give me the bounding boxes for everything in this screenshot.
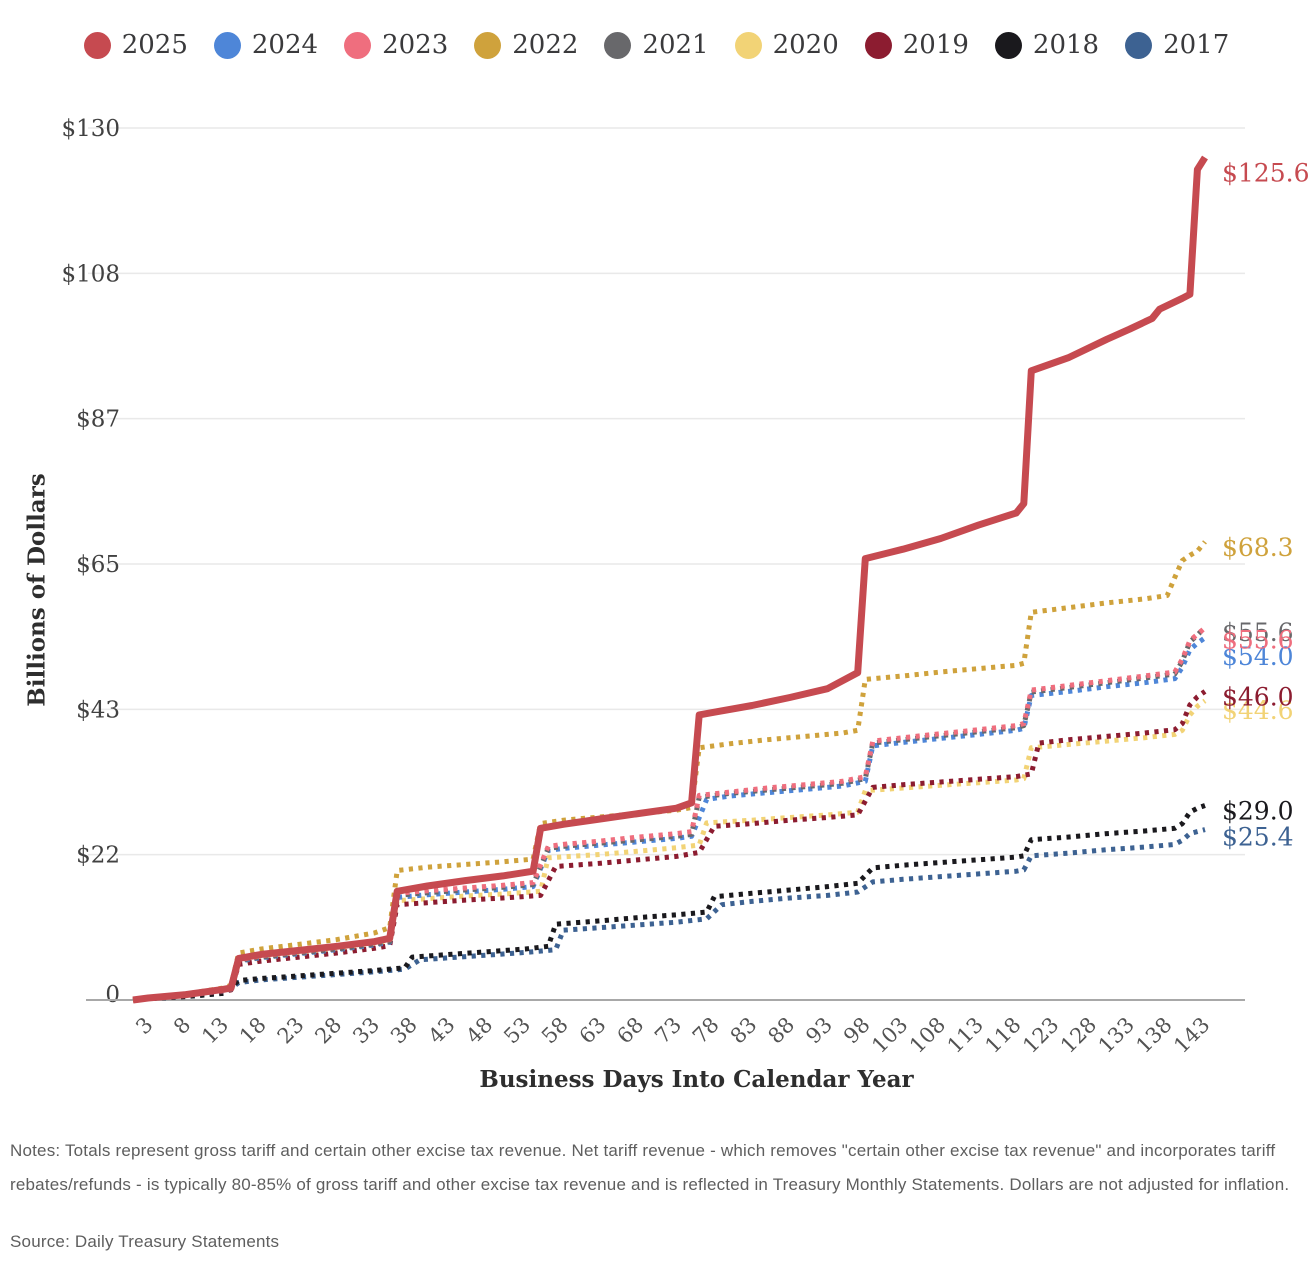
x-tick-label: 113 xyxy=(943,1013,988,1058)
x-tick-label: 13 xyxy=(197,1013,233,1049)
x-tick-label: 73 xyxy=(650,1013,686,1049)
x-tick-label: 83 xyxy=(726,1013,762,1049)
legend-swatch-icon-2022 xyxy=(474,31,502,59)
x-tick-label: 133 xyxy=(1094,1013,1139,1058)
x-tick-label: 63 xyxy=(575,1013,611,1049)
x-tick-label: 123 xyxy=(1018,1013,1063,1058)
series-line-2018 xyxy=(132,803,1206,1003)
legend-item-2025[interactable]: 2025 xyxy=(83,30,188,60)
series-end-label-2024: $54.0 xyxy=(1222,642,1294,671)
legend-item-2024[interactable]: 2024 xyxy=(213,30,319,60)
legend-label-2025: 2025 xyxy=(121,30,188,60)
x-tick-label: 108 xyxy=(905,1013,950,1058)
series-end-label-2021: $55.6 xyxy=(1222,618,1294,647)
x-tick-label: 138 xyxy=(1131,1013,1176,1058)
legend-swatch-icon-2021 xyxy=(604,31,632,59)
legend-label-2018: 2018 xyxy=(1032,30,1100,60)
legend-label-2024: 2024 xyxy=(251,30,319,60)
x-tick-label: 43 xyxy=(424,1013,460,1049)
y-tick-label: $108 xyxy=(61,261,120,287)
series-end-label-2017: $25.4 xyxy=(1222,823,1294,852)
series-end-label-2020: $44.6 xyxy=(1222,696,1294,725)
legend-item-2022[interactable]: 2022 xyxy=(474,30,578,60)
chart-legend: 2025 2024 2023 2022 2021 2020 2019 2018 2017 xyxy=(0,30,1313,60)
y-tick-label: $65 xyxy=(76,552,120,578)
series-end-label-2018: $29.0 xyxy=(1222,796,1294,825)
legend-swatch-icon-2019 xyxy=(864,31,892,59)
chart-notes: Notes: Totals represent gross tariff and… xyxy=(10,1141,1290,1194)
series-end-label-2025: $125.6 xyxy=(1222,158,1309,187)
x-tick-label: 103 xyxy=(867,1013,912,1058)
legend-swatch-icon-2024 xyxy=(213,31,241,59)
series-end-label-2022: $68.3 xyxy=(1222,533,1294,562)
legend-item-2018[interactable]: 2018 xyxy=(994,30,1100,60)
legend-label-2023: 2023 xyxy=(382,30,449,60)
y-tick-label: $87 xyxy=(76,407,120,433)
series-line-2022 xyxy=(132,540,1207,1003)
series-line-2025 xyxy=(132,155,1208,1004)
legend-label-2021: 2021 xyxy=(642,30,709,60)
x-tick-label: 128 xyxy=(1056,1013,1101,1058)
x-tick-label: 93 xyxy=(801,1013,837,1049)
series-end-label-2019: $46.0 xyxy=(1222,682,1294,711)
x-tick-label: 28 xyxy=(310,1013,346,1049)
series-line-2023 xyxy=(132,625,1207,1003)
legend-item-2017[interactable]: 2017 xyxy=(1125,30,1229,60)
x-tick-label: 58 xyxy=(537,1013,573,1049)
chart-source: Source: Daily Treasury Statements xyxy=(10,1232,280,1251)
legend-item-2023[interactable]: 2023 xyxy=(344,30,448,60)
x-tick-label: 3 xyxy=(131,1013,157,1039)
legend-item-2021[interactable]: 2021 xyxy=(604,30,709,60)
x-tick-label: 68 xyxy=(612,1013,648,1049)
x-tick-label: 88 xyxy=(763,1013,799,1049)
y-tick-label: $22 xyxy=(76,843,120,869)
x-tick-label: 8 xyxy=(169,1013,195,1039)
legend-swatch-icon-2020 xyxy=(734,31,762,59)
x-tick-label: 78 xyxy=(688,1013,724,1049)
x-axis-title: Business Days Into Calendar Year xyxy=(479,1066,914,1093)
legend-swatch-icon-2023 xyxy=(344,31,372,59)
legend-swatch-icon-2025 xyxy=(83,31,111,59)
y-axis-title: Billions of Dollars xyxy=(23,473,51,707)
x-tick-label: 18 xyxy=(235,1013,271,1049)
y-tick-label: $130 xyxy=(61,116,120,142)
x-tick-label: 23 xyxy=(273,1013,309,1049)
x-tick-label: 53 xyxy=(499,1013,535,1049)
legend-swatch-icon-2018 xyxy=(994,31,1022,59)
x-tick-label: 33 xyxy=(348,1013,384,1049)
series-line-2017 xyxy=(132,827,1206,1003)
legend-label-2020: 2020 xyxy=(772,30,839,60)
series-line-2021 xyxy=(132,625,1207,1003)
x-tick-label: 48 xyxy=(461,1013,497,1049)
y-tick-label: $43 xyxy=(76,697,120,723)
legend-label-2019: 2019 xyxy=(902,30,969,60)
legend-label-2017: 2017 xyxy=(1163,30,1230,60)
legend-label-2022: 2022 xyxy=(512,30,579,60)
legend-item-2019[interactable]: 2019 xyxy=(864,30,969,60)
x-tick-label: 143 xyxy=(1169,1013,1214,1058)
series-line-2019 xyxy=(132,689,1207,1003)
x-tick-label: 38 xyxy=(386,1013,422,1049)
x-tick-label: 118 xyxy=(980,1013,1025,1058)
legend-item-2020[interactable]: 2020 xyxy=(734,30,839,60)
series-end-label-2023: $55.6 xyxy=(1222,626,1294,655)
legend-swatch-icon-2017 xyxy=(1125,31,1153,59)
y-tick-label: 0 xyxy=(105,982,120,1008)
